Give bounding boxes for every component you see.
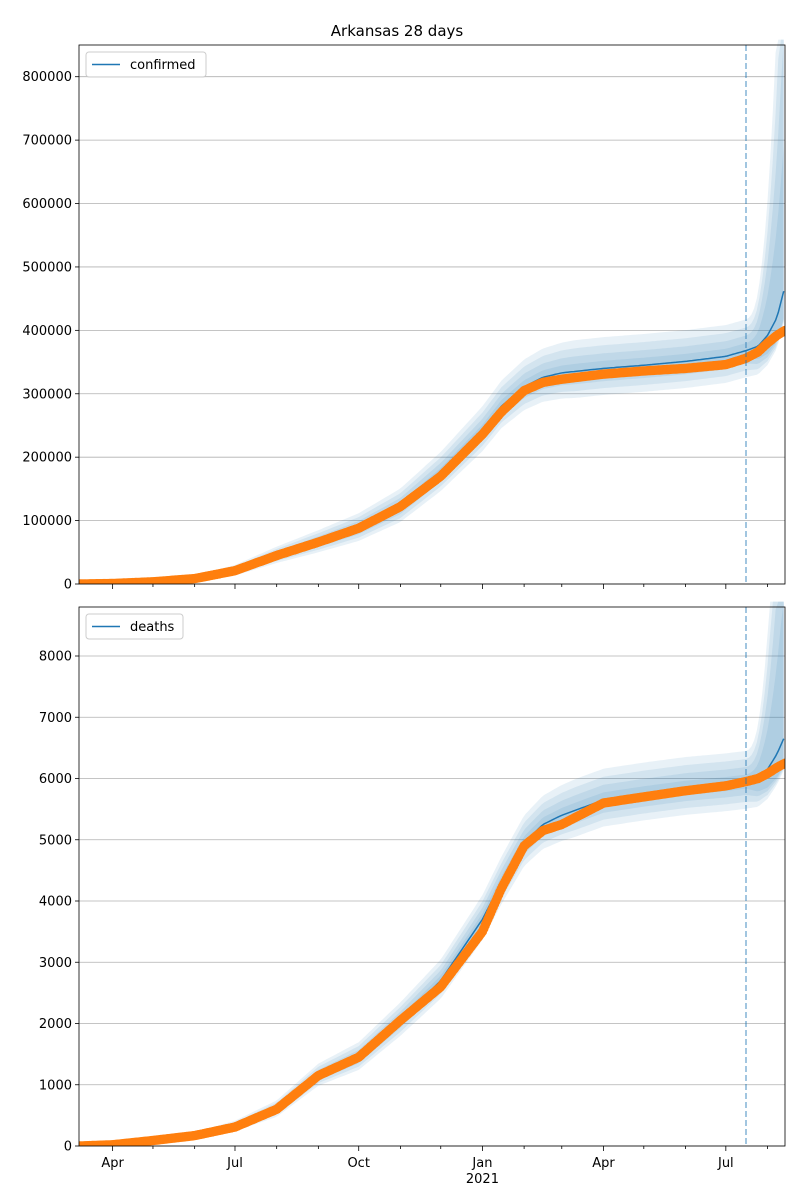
uncertainty-band <box>79 39 784 585</box>
y-tick-label: 0 <box>64 1140 72 1155</box>
x-tick-label: Jul <box>226 1156 243 1171</box>
deaths-panel: 0 1000 2000 3000 4000 5000 6000 7000 8000 Apr Jul O… <box>39 601 786 1187</box>
uncertainty-band <box>79 39 784 585</box>
observed-points <box>79 325 785 584</box>
uncertainty-band <box>79 601 784 1146</box>
x-tick-label: Apr <box>101 1156 124 1171</box>
observed-point <box>780 758 785 768</box>
y-tick-label: 200000 <box>22 451 72 466</box>
observed-point <box>780 325 785 336</box>
axes-frame <box>78 44 786 585</box>
x-tick-label: Jan <box>471 1156 492 1171</box>
y-tick-label: 0 <box>64 578 72 593</box>
y-tick-label: 4000 <box>39 895 72 910</box>
y-tick-label: 7000 <box>39 711 72 726</box>
y-tick-label: 800000 <box>22 70 72 85</box>
y-tick-label: 3000 <box>39 956 72 971</box>
y-tick-label: 600000 <box>22 197 72 212</box>
y-tick-label: 500000 <box>22 260 72 275</box>
legend-box <box>85 51 207 78</box>
legend-box <box>85 613 184 640</box>
uncertainty-band <box>79 601 784 1146</box>
x-tick-label: Apr <box>592 1156 615 1171</box>
y-tick-label: 700000 <box>22 134 72 149</box>
uncertainty-band <box>79 39 784 585</box>
y-tick-label: 100000 <box>22 514 72 529</box>
y-tick-label: 300000 <box>22 387 72 402</box>
chart-title: Arkansas 28 days <box>331 22 464 40</box>
y-tick-label: 8000 <box>39 650 72 665</box>
y-tick-label: 6000 <box>39 772 72 787</box>
y-tick-label: 2000 <box>39 1017 72 1032</box>
x-year-label: 2021 <box>466 1172 499 1187</box>
observed-points <box>79 758 785 1146</box>
confirmed-panel: 0 100000 200000 300000 400000 500000 600000 700… <box>22 39 786 593</box>
y-tick-label: 5000 <box>39 833 72 848</box>
y-tick-label: 1000 <box>39 1078 72 1093</box>
legend-label: confirmed <box>130 58 196 73</box>
y-tick-label: 400000 <box>22 324 72 339</box>
uncertainty-band <box>79 601 784 1146</box>
legend-label: deaths <box>130 620 175 635</box>
x-tick-label: Jul <box>717 1156 734 1171</box>
axes-frame <box>78 606 786 1147</box>
uncertainty-band <box>79 601 784 1146</box>
x-tick-label: Oct <box>347 1156 369 1171</box>
